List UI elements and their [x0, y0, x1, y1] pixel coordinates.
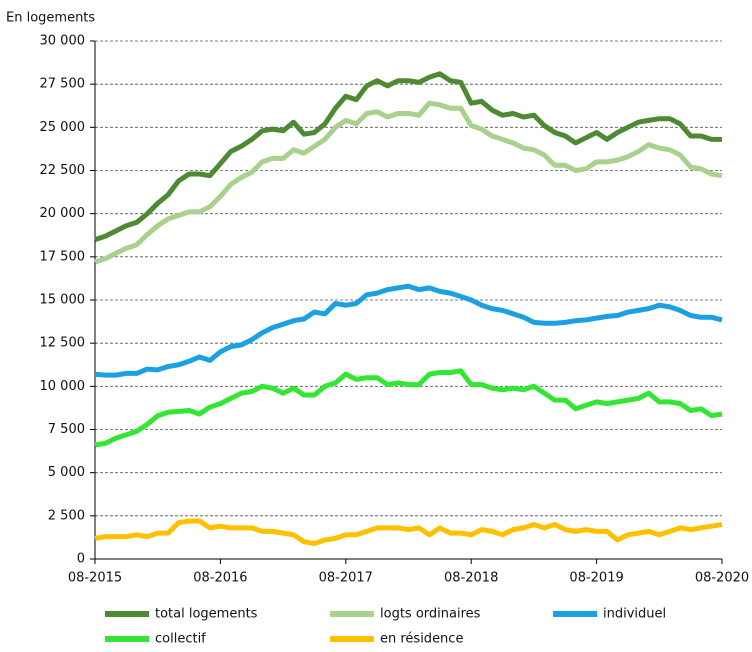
- legend-label: individuel: [603, 607, 666, 622]
- x-tick-label: 08-2017: [319, 571, 373, 586]
- series-line: [94, 368, 723, 448]
- legend-label: collectif: [155, 632, 206, 647]
- y-tick-label: 27 500: [40, 77, 86, 92]
- y-tick-label: 12 500: [40, 336, 86, 351]
- series-line: [94, 100, 723, 265]
- series-line: [94, 518, 723, 546]
- y-tick-label: 30 000: [40, 34, 86, 49]
- y-axis-label: En logements: [6, 11, 95, 26]
- y-tick-label: 10 000: [40, 379, 86, 394]
- x-tick-label: 08-2020: [695, 571, 749, 586]
- y-tick-label: 22 500: [40, 163, 86, 178]
- legend-label: logts ordinaires: [380, 607, 481, 622]
- y-tick-label: 17 500: [40, 249, 86, 264]
- series-line: [94, 283, 723, 378]
- y-tick-label: 20 000: [40, 206, 86, 221]
- legend-label: en résidence: [380, 632, 463, 647]
- y-tick-label: 2 500: [48, 508, 85, 523]
- y-tick-label: 0: [77, 552, 85, 567]
- y-tick-label: 25 000: [40, 120, 86, 135]
- y-tick-label: 15 000: [40, 293, 86, 308]
- y-tick-label: 7 500: [48, 422, 85, 437]
- y-tick-label: 5 000: [48, 465, 85, 480]
- x-tick-label: 08-2018: [444, 571, 498, 586]
- x-tick-label: 08-2019: [569, 571, 623, 586]
- x-tick-label: 08-2016: [193, 571, 247, 586]
- x-tick-label: 08-2015: [68, 571, 122, 586]
- series-line: [94, 71, 722, 242]
- legend-label: total logements: [155, 607, 258, 622]
